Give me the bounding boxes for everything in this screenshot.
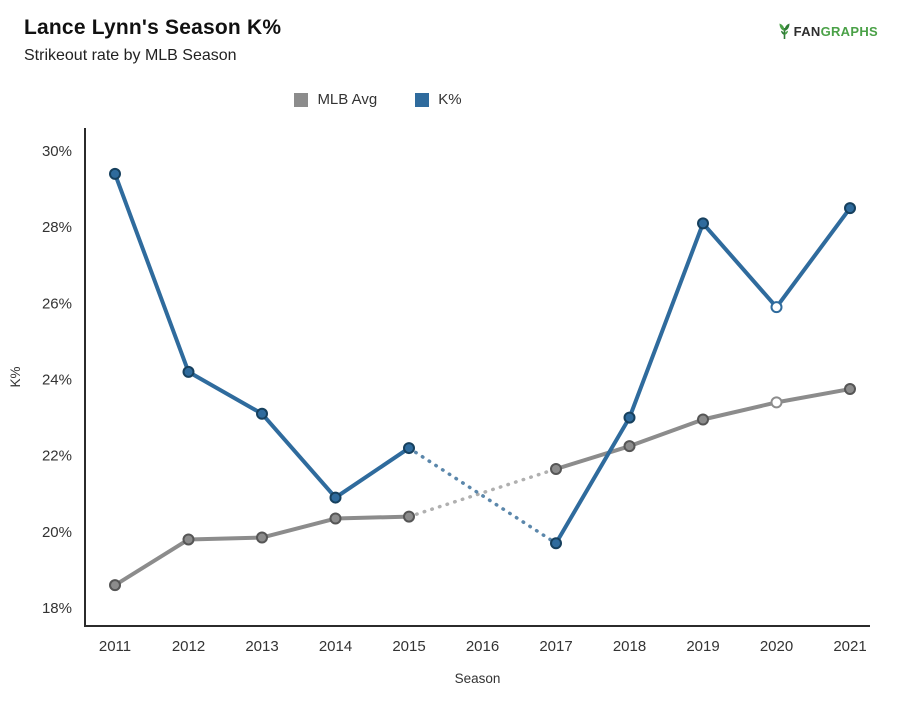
k--point-2012[interactable] xyxy=(182,365,195,378)
legend-item-mlb-avg[interactable]: MLB Avg xyxy=(294,91,377,108)
mlb-avg-point-2014[interactable] xyxy=(329,512,342,525)
x-tick-label-2018: 2018 xyxy=(613,638,646,655)
y-tick-label-18: 18% xyxy=(42,600,72,617)
K%-segment-2015-2017 xyxy=(407,446,558,546)
x-tick-label-2014: 2014 xyxy=(319,638,352,655)
mlb-avg-point-2018[interactable] xyxy=(623,440,636,453)
x-tick-label-2011: 2011 xyxy=(99,638,131,655)
k--point-2013[interactable] xyxy=(256,407,268,420)
x-axis-title: Season xyxy=(455,671,501,686)
MLB Avg-segment-2013-2014 xyxy=(260,516,338,540)
K%-segment-2014-2015 xyxy=(333,446,411,500)
fangraphs-wordmark: FANGRAPHS xyxy=(793,23,878,39)
fangraphs-logo[interactable]: FANGRAPHS xyxy=(777,22,878,40)
K%-segment-2018-2019 xyxy=(627,221,705,420)
page-subtitle: Strikeout rate by MLB Season xyxy=(24,47,237,64)
k--point-2021[interactable] xyxy=(844,202,856,215)
K%-segment-2019-2020 xyxy=(701,221,779,310)
x-tick-label-2017: 2017 xyxy=(539,638,572,655)
K%-segment-2012-2013 xyxy=(186,369,264,416)
legend-item-kpct[interactable]: K% xyxy=(415,91,462,108)
chart-header: Lance Lynn's Season K% Strikeout rate by… xyxy=(0,0,900,65)
K%-segment-2013-2014 xyxy=(260,411,338,500)
kpct-line-chart[interactable]: 18% 20% 22% 24% 26% 28% 30% 2011 2012 2013 2014 201… xyxy=(0,118,900,703)
K%-segment-2020-2021 xyxy=(774,206,852,310)
y-tick-label-20: 20% xyxy=(42,524,72,541)
x-tick-label-2019: 2019 xyxy=(686,638,719,655)
K%-segment-2017-2018 xyxy=(554,415,632,546)
x-tick-label-2015: 2015 xyxy=(392,638,425,655)
MLB Avg-segment-2014-2015 xyxy=(333,514,411,521)
k--point-2017[interactable] xyxy=(550,537,562,550)
y-axis-title: K% xyxy=(8,366,23,387)
MLB Avg-segment-2020-2021 xyxy=(774,387,852,405)
mlb-avg-point-2012[interactable] xyxy=(182,533,195,546)
MLB Avg-segment-2015-2017 xyxy=(407,467,558,519)
legend-label-kpct: K% xyxy=(438,91,462,108)
y-tick-label-28: 28% xyxy=(42,219,72,236)
y-tick-label-30: 30% xyxy=(42,143,72,160)
y-tick-label-26: 26% xyxy=(42,295,72,312)
MLB Avg-segment-2019-2020 xyxy=(701,400,779,422)
MLB Avg-segment-2012-2013 xyxy=(186,535,264,542)
x-tick-label-2020: 2020 xyxy=(760,638,793,655)
mlb-avg-point-2021[interactable] xyxy=(844,383,856,396)
y-tick-label-22: 22% xyxy=(42,448,72,465)
k--point-2018[interactable] xyxy=(623,411,636,424)
legend-label-mlb-avg: MLB Avg xyxy=(317,91,378,108)
legend-swatch-mlb-avg xyxy=(294,92,309,107)
k--point-2019[interactable] xyxy=(697,217,709,230)
k--point-2015[interactable] xyxy=(403,442,415,455)
k--point-2011[interactable] xyxy=(109,167,121,180)
K%-segment-2011-2012 xyxy=(113,171,191,374)
legend-swatch-kpct xyxy=(415,92,430,107)
mlb-avg-point-2020[interactable] xyxy=(770,396,783,409)
MLB Avg-segment-2018-2019 xyxy=(627,417,705,449)
x-tick-label-2021: 2021 xyxy=(833,638,866,655)
k--point-2014[interactable] xyxy=(329,491,342,504)
mlb-avg-point-2019[interactable] xyxy=(697,413,709,426)
x-tick-label-2013: 2013 xyxy=(245,638,278,655)
page-title: Lance Lynn's Season K% xyxy=(24,16,282,39)
mlb-avg-point-2011[interactable] xyxy=(109,579,121,592)
mlb-avg-point-2017[interactable] xyxy=(550,463,562,476)
y-tick-label-24: 24% xyxy=(42,372,72,389)
chart-legend: MLB Avg K% xyxy=(0,91,828,108)
MLB Avg-segment-2017-2018 xyxy=(554,444,632,472)
mlb-avg-point-2015[interactable] xyxy=(403,510,415,523)
x-tick-label-2012: 2012 xyxy=(172,638,205,655)
mlb-avg-point-2013[interactable] xyxy=(256,531,268,544)
k--point-2020[interactable] xyxy=(770,301,783,314)
fangraphs-leaf-icon xyxy=(777,22,792,40)
MLB Avg-segment-2011-2012 xyxy=(113,537,191,588)
x-tick-label-2016: 2016 xyxy=(466,638,499,655)
chart-area: 18% 20% 22% 24% 26% 28% 30% 2011 2012 2013 2014 201… xyxy=(0,118,900,708)
